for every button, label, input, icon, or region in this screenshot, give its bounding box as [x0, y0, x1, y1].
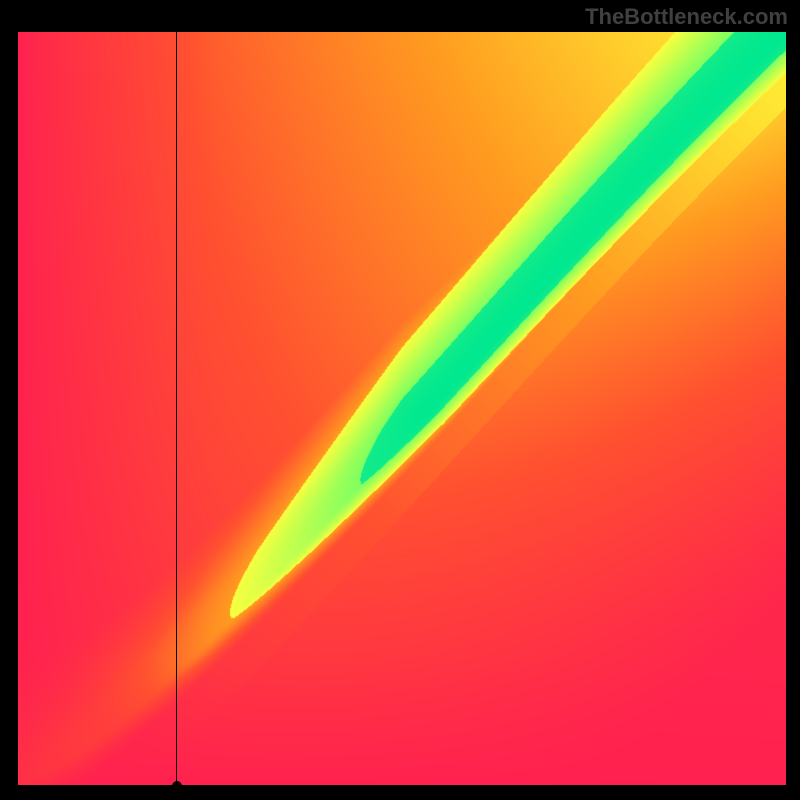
bottleneck-heatmap: [18, 32, 786, 786]
axis-marker-dot: [172, 781, 182, 791]
x-axis-line: [18, 785, 786, 788]
marker-vertical-guide: [176, 32, 177, 786]
watermark-text: TheBottleneck.com: [585, 4, 788, 30]
